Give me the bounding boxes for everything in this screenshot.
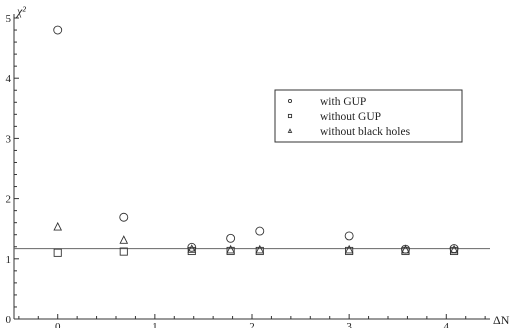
y-tick-label: 0	[6, 314, 12, 326]
data-points	[53, 25, 459, 257]
series-square	[53, 246, 459, 257]
data-point-square	[53, 248, 62, 257]
legend-marker-circle	[287, 98, 293, 104]
axes: 0 1 2 3 4 0 1 2 3 4 5 ΔN χ²	[6, 4, 510, 328]
data-point-circle	[344, 231, 354, 241]
x-tick-label: 2	[249, 321, 255, 328]
data-point-triangle	[255, 244, 265, 254]
data-point-triangle	[449, 244, 459, 254]
legend-label: without black holes	[320, 126, 411, 138]
data-point-square	[255, 246, 264, 256]
data-point-square	[401, 246, 410, 256]
y-tick-label: 5	[6, 13, 12, 25]
x-tick-label: 4	[444, 321, 450, 328]
data-point-triangle	[187, 244, 197, 253]
data-point-square	[450, 246, 459, 256]
legend-marker-square	[287, 113, 293, 119]
x-tick-label: 1	[152, 321, 158, 328]
legend-box	[274, 89, 463, 143]
data-point-circle	[53, 25, 63, 35]
y-axis-label: χ²	[16, 4, 26, 18]
data-point-triangle	[226, 244, 235, 254]
data-point-square	[187, 246, 196, 256]
legend: with GUP without GUP without black holes	[274, 89, 463, 143]
y-tick-label: 3	[6, 133, 12, 145]
data-point-circle	[226, 233, 236, 243]
data-point-square	[345, 246, 354, 256]
legend-marker-triangle	[287, 128, 293, 133]
data-point-triangle	[401, 244, 410, 254]
x-tick-label: 3	[346, 321, 352, 328]
data-point-square	[226, 246, 235, 256]
legend-label: with GUP	[320, 96, 366, 108]
data-point-triangle	[53, 221, 63, 231]
legend-label: without GUP	[320, 111, 381, 123]
y-tick-label: 1	[6, 254, 12, 266]
series-triangle	[53, 221, 459, 254]
x-tick-label: 0	[55, 321, 61, 328]
y-tick-label: 2	[6, 194, 12, 206]
data-point-square	[119, 247, 128, 256]
data-point-circle	[255, 226, 265, 236]
y-tick-label: 4	[6, 73, 12, 85]
x-axis-label: ΔN	[493, 313, 510, 327]
data-point-triangle	[119, 235, 129, 244]
data-point-triangle	[344, 244, 354, 254]
data-point-circle	[119, 212, 129, 222]
